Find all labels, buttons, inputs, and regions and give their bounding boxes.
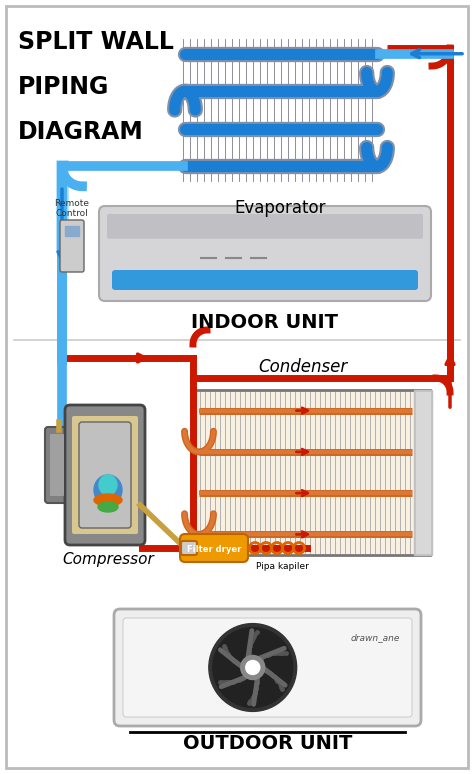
FancyBboxPatch shape: [112, 270, 418, 290]
Circle shape: [246, 660, 260, 674]
Circle shape: [213, 628, 292, 707]
FancyBboxPatch shape: [123, 618, 412, 717]
FancyBboxPatch shape: [114, 609, 421, 726]
FancyBboxPatch shape: [60, 220, 84, 272]
Text: Pipa kapiler: Pipa kapiler: [255, 562, 309, 571]
FancyBboxPatch shape: [50, 434, 64, 496]
FancyBboxPatch shape: [45, 427, 73, 503]
Text: Remote
Control: Remote Control: [55, 199, 90, 218]
Ellipse shape: [94, 494, 122, 506]
Bar: [416, 392, 430, 553]
Text: PIPING: PIPING: [18, 75, 109, 99]
FancyBboxPatch shape: [65, 405, 145, 545]
Text: Filter dryer: Filter dryer: [187, 544, 241, 553]
Bar: [414, 390, 432, 555]
Ellipse shape: [99, 475, 117, 495]
Bar: [65, 226, 79, 236]
FancyBboxPatch shape: [79, 422, 131, 528]
FancyBboxPatch shape: [195, 390, 430, 555]
FancyBboxPatch shape: [181, 541, 197, 555]
Text: SPLIT WALL: SPLIT WALL: [18, 30, 174, 54]
FancyBboxPatch shape: [72, 416, 138, 534]
Text: Condenser: Condenser: [258, 358, 347, 376]
Text: OUTDOOR UNIT: OUTDOOR UNIT: [183, 734, 352, 753]
FancyBboxPatch shape: [6, 6, 468, 768]
Ellipse shape: [98, 502, 118, 512]
Ellipse shape: [94, 475, 122, 505]
Text: DIAGRAM: DIAGRAM: [18, 120, 144, 144]
Text: Compressor: Compressor: [62, 552, 154, 567]
FancyBboxPatch shape: [180, 534, 248, 562]
Circle shape: [209, 624, 297, 711]
Circle shape: [241, 656, 265, 680]
Text: drawn_ane: drawn_ane: [351, 633, 400, 642]
Text: INDOOR UNIT: INDOOR UNIT: [191, 313, 338, 332]
FancyBboxPatch shape: [107, 214, 423, 238]
FancyBboxPatch shape: [99, 206, 431, 301]
Text: Evaporator: Evaporator: [234, 199, 326, 217]
